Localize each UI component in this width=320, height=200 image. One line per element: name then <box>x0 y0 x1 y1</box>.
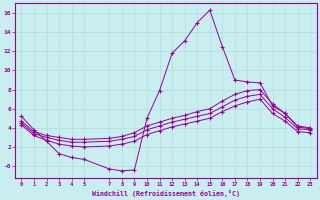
X-axis label: Windchill (Refroidissement éolien,°C): Windchill (Refroidissement éolien,°C) <box>92 190 240 197</box>
